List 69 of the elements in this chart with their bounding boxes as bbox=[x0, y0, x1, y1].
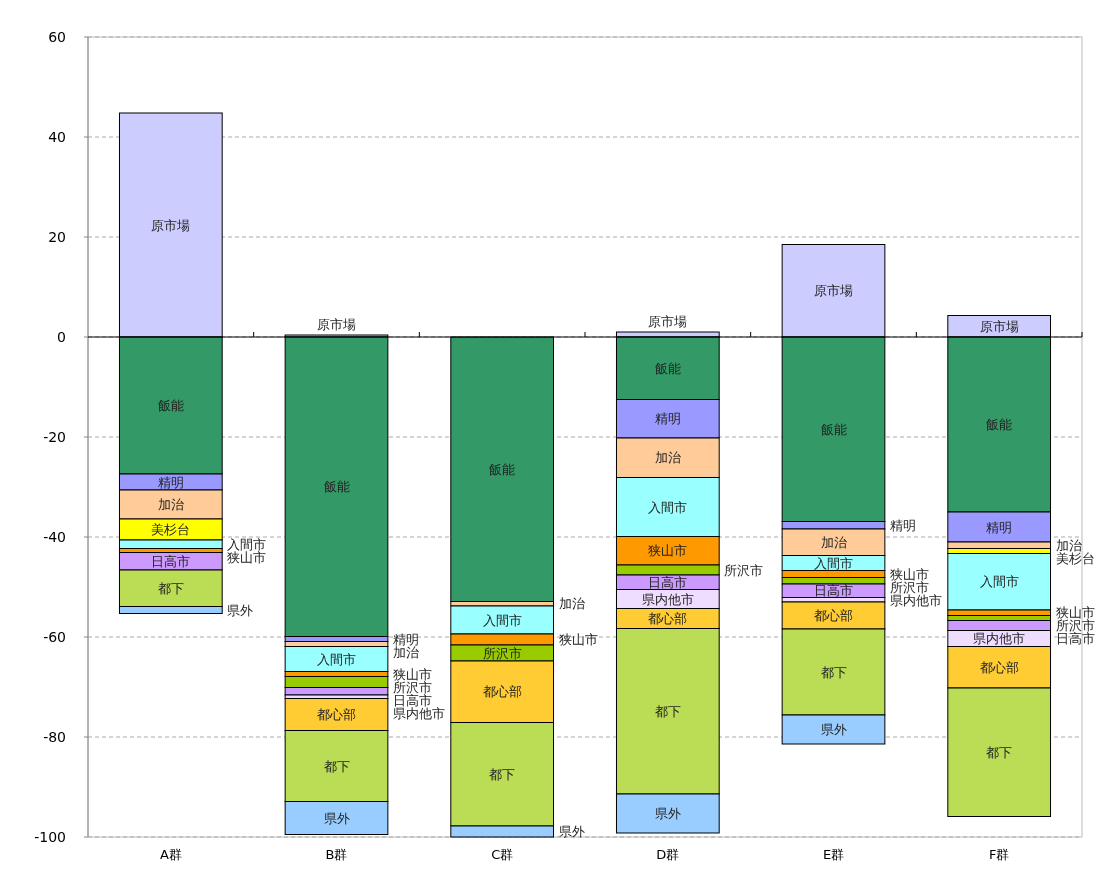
text: 都心部 bbox=[482, 684, 522, 700]
text: 原市場 bbox=[648, 314, 688, 329]
text: 精明 bbox=[986, 519, 1013, 535]
series-label: 日高市 bbox=[648, 574, 688, 590]
y-tick-label: -100 bbox=[34, 829, 66, 845]
y-tick-label: 20 bbox=[48, 229, 66, 245]
x-tick-label: D群 bbox=[656, 847, 680, 862]
text: 入間市 bbox=[227, 536, 267, 552]
text: 狭山市 bbox=[558, 632, 598, 647]
text: 都下 bbox=[323, 758, 350, 774]
text: 都下 bbox=[986, 744, 1013, 760]
series-label: 都心部 bbox=[648, 611, 688, 626]
text: 県外 bbox=[323, 810, 350, 826]
text: 加治 bbox=[558, 596, 585, 612]
x-tick-label: B群 bbox=[325, 847, 348, 862]
text: 県外 bbox=[558, 824, 585, 839]
series-label: 県外 bbox=[227, 602, 254, 618]
text: 入間市 bbox=[317, 651, 356, 667]
text: 加治 bbox=[157, 497, 184, 512]
text: 都下 bbox=[820, 664, 847, 680]
text: 原市場 bbox=[151, 217, 191, 233]
y-tick-label: -20 bbox=[43, 429, 66, 445]
text: 加治 bbox=[654, 450, 681, 466]
x-tick-label: E群 bbox=[822, 847, 845, 862]
text: 加治 bbox=[820, 534, 847, 550]
text: 精明 bbox=[889, 517, 916, 533]
y-tick-label: 60 bbox=[48, 29, 66, 45]
x-tick-label: F群 bbox=[988, 847, 1010, 862]
text: 入間市 bbox=[482, 612, 522, 628]
text: 都心部 bbox=[979, 659, 1019, 675]
text: 県外 bbox=[654, 806, 681, 821]
text: 日高市 bbox=[1055, 631, 1095, 647]
series-label: 美杉台 bbox=[151, 522, 191, 537]
text: 飯能 bbox=[323, 479, 350, 495]
text: 精明 bbox=[654, 411, 681, 427]
series-label: 精明 bbox=[157, 474, 184, 490]
text: 所沢市 bbox=[724, 562, 764, 578]
text: 狭山市 bbox=[889, 566, 929, 582]
text: 飯能 bbox=[489, 461, 516, 477]
y-tick-label: -80 bbox=[43, 729, 66, 745]
y-tick-label: 40 bbox=[48, 129, 66, 145]
text: 県内他市 bbox=[641, 591, 694, 607]
text: 狭山市 bbox=[648, 543, 688, 559]
text: 都心部 bbox=[814, 608, 853, 623]
x-tick-label: C群 bbox=[491, 847, 514, 862]
text: 都下 bbox=[489, 766, 516, 782]
text: 都心部 bbox=[317, 707, 356, 722]
x-tick-label: A群 bbox=[159, 847, 182, 862]
text: 都下 bbox=[654, 703, 681, 719]
y-tick-label: 0 bbox=[57, 329, 66, 345]
text: 県外 bbox=[820, 722, 847, 737]
text: 飯能 bbox=[986, 417, 1013, 432]
text: 飯能 bbox=[157, 398, 184, 413]
text: 狭山市 bbox=[392, 666, 432, 682]
series-label: 都下 bbox=[157, 580, 184, 596]
text: 原市場 bbox=[814, 283, 853, 299]
text: 原市場 bbox=[979, 318, 1019, 334]
y-tick-label: -40 bbox=[43, 529, 66, 545]
series-label: 原市場 bbox=[317, 317, 356, 332]
text: 入間市 bbox=[648, 499, 688, 515]
y-tick-label: -60 bbox=[43, 629, 66, 645]
text: 入間市 bbox=[979, 574, 1019, 590]
series-label: 入間市 bbox=[814, 555, 853, 571]
series-label: 県内他市 bbox=[973, 631, 1026, 646]
text: 日高市 bbox=[814, 583, 853, 599]
series-label: 所沢市 bbox=[482, 645, 522, 661]
text: 飯能 bbox=[820, 421, 847, 437]
series-label: 飯能 bbox=[654, 360, 681, 376]
text: 日高市 bbox=[151, 553, 191, 569]
